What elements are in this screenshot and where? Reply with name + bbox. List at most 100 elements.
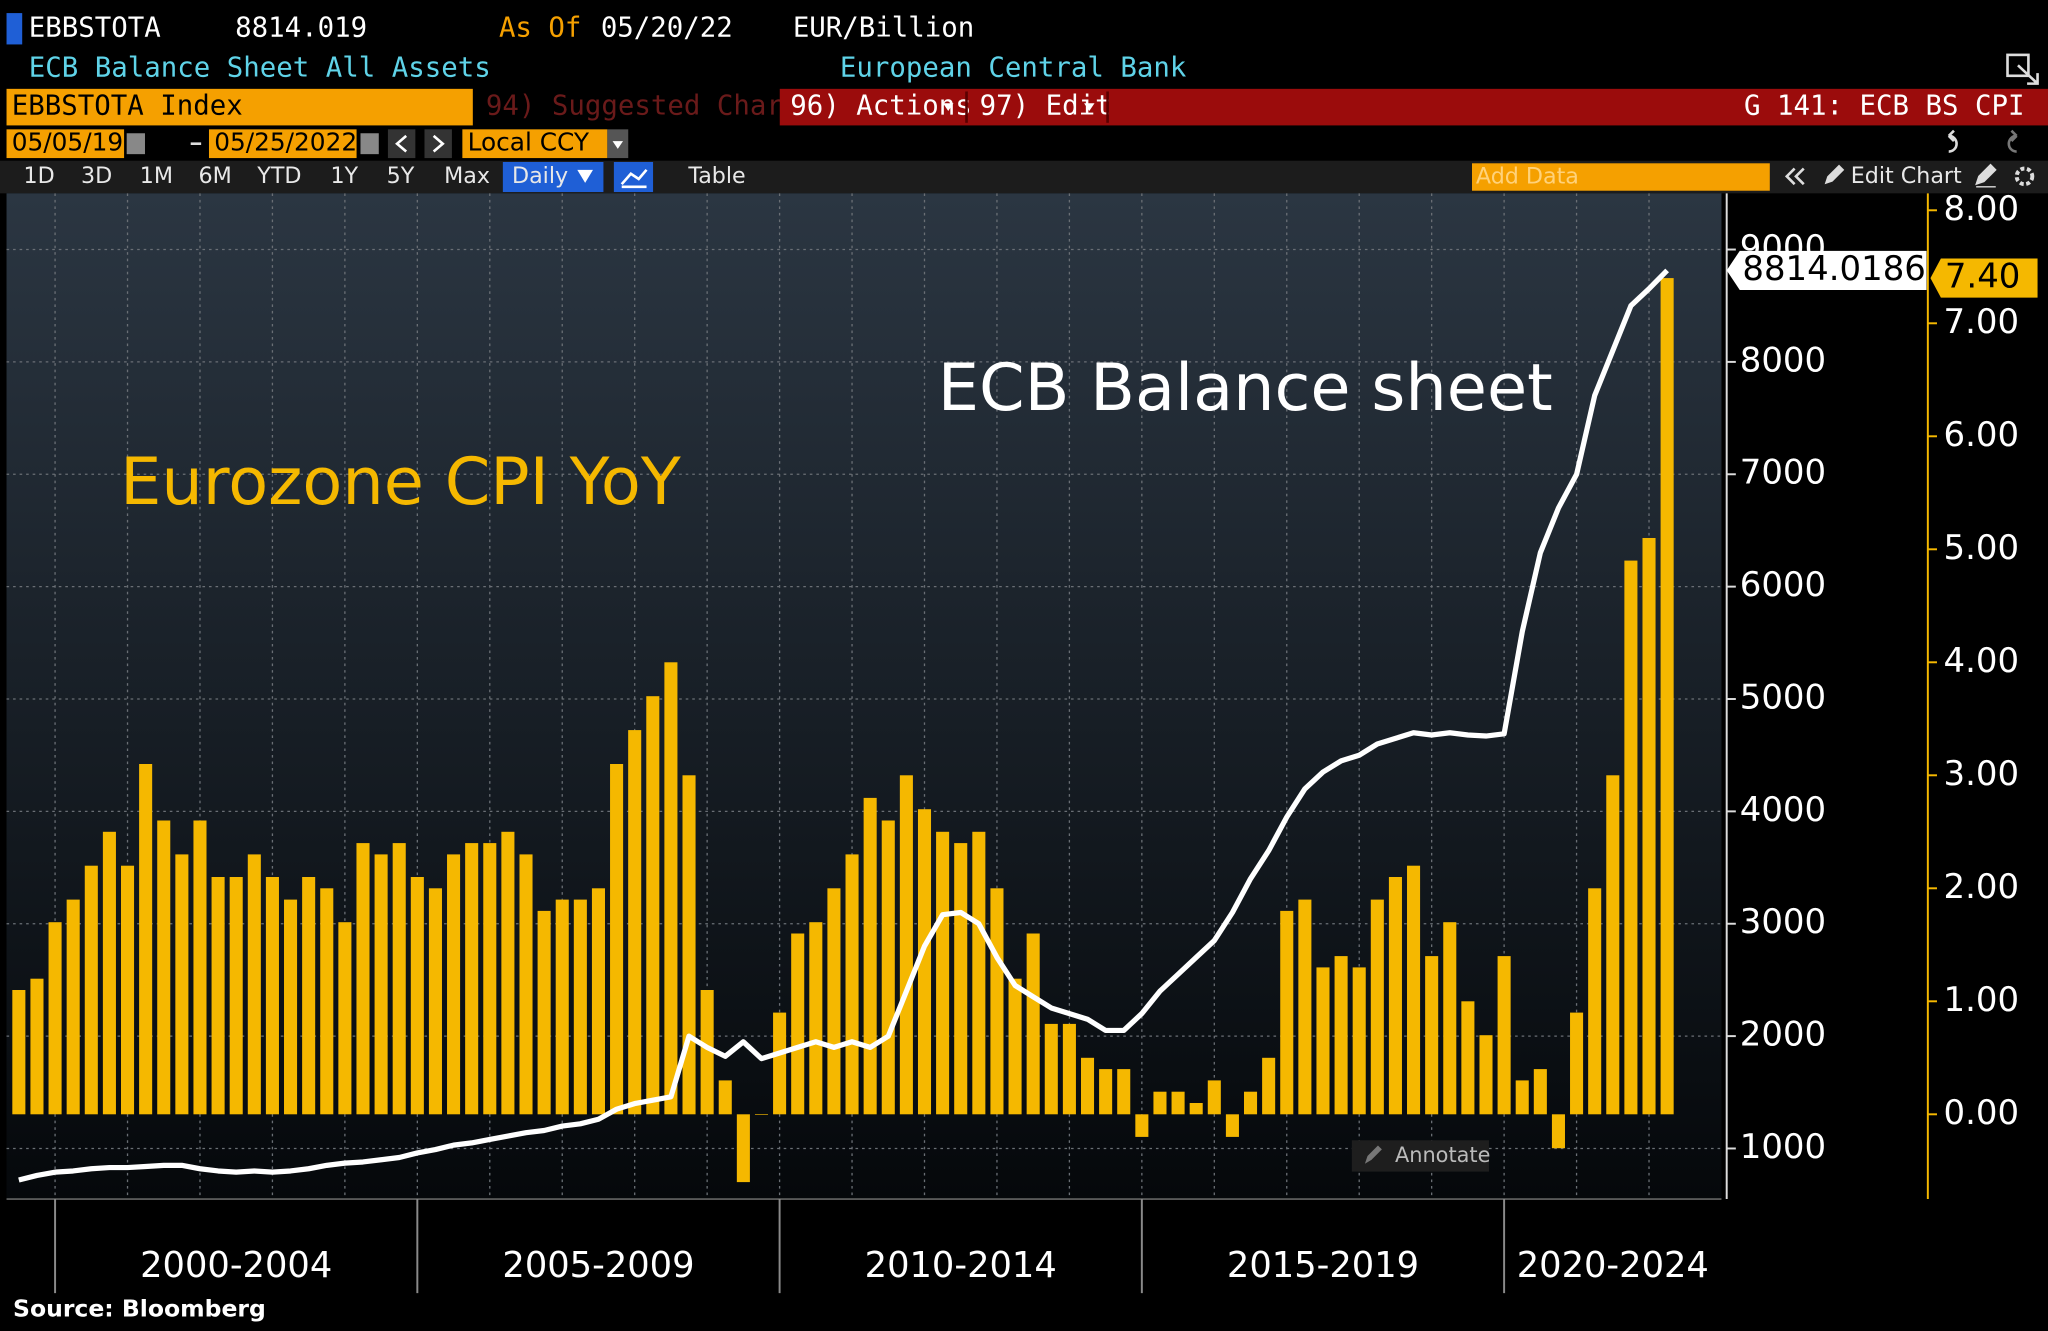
bar — [573, 899, 587, 1115]
last-value-flag — [1930, 258, 2038, 298]
bar — [1533, 1069, 1547, 1115]
dropdown-arrow — [943, 103, 954, 112]
bar — [754, 1114, 769, 1115]
next-button[interactable] — [424, 129, 452, 159]
bar — [1479, 1035, 1493, 1115]
units: EUR/Billion — [793, 12, 975, 43]
bar — [555, 899, 569, 1115]
y-tick-label: 8000 — [1740, 340, 1826, 380]
bar — [1642, 537, 1656, 1115]
bar — [229, 876, 243, 1115]
period-button[interactable]: 1Y — [330, 163, 358, 189]
next-arrow — [432, 134, 445, 153]
bar — [1026, 933, 1040, 1115]
bar — [247, 854, 261, 1115]
x-tick-label: 2020-2024 — [1517, 1245, 1709, 1286]
y-tick-label: 5000 — [1740, 678, 1826, 718]
last-price: 8814.019 — [235, 12, 367, 43]
edit-chart[interactable]: Edit Chart — [1851, 163, 1962, 189]
period-button[interactable]: 3D — [81, 163, 112, 189]
bar — [1515, 1080, 1529, 1115]
bar — [1551, 1114, 1565, 1149]
bar — [48, 922, 62, 1115]
bar — [990, 888, 1004, 1115]
bar — [1044, 1023, 1058, 1115]
y-tick-label: 2000 — [1740, 1015, 1826, 1055]
undo-icon[interactable] — [1947, 129, 1958, 153]
as-of-label: As Of — [499, 12, 582, 43]
bar — [410, 876, 424, 1115]
redo-icon[interactable] — [2007, 129, 2018, 153]
add-data-input[interactable] — [1472, 163, 1770, 191]
start-date-box[interactable] — [6, 129, 125, 159]
bar — [483, 843, 497, 1115]
period-button[interactable]: YTD — [256, 163, 301, 189]
last-value-label: 7.40 — [1945, 257, 2021, 297]
y-tick-label: 3000 — [1740, 902, 1826, 942]
bar — [302, 876, 316, 1115]
page-title: G 141: ECB BS CPI — [1744, 91, 2025, 122]
period-button[interactable]: 1M — [140, 163, 173, 189]
popout-icon[interactable] — [2006, 53, 2039, 85]
bar — [66, 899, 80, 1115]
bar — [736, 1114, 750, 1183]
x-tick-label: 2010-2014 — [865, 1245, 1057, 1286]
chart: 2000-2004 2005-2009 2010-2014 2015-2019 2020… — [6, 189, 2038, 1294]
bar — [628, 730, 642, 1115]
bar — [791, 933, 805, 1115]
line-series — [18, 268, 1669, 1183]
security: EBBSTOTA Index — [12, 91, 243, 122]
y2-tick-label: 0.00 — [1944, 1093, 2020, 1133]
menu-actions[interactable]: 96) Actions — [790, 91, 972, 122]
bar — [284, 899, 298, 1115]
bar — [1425, 956, 1439, 1115]
dropdown-arrow — [577, 169, 593, 183]
y-tick-label: 7000 — [1740, 453, 1826, 493]
security-box[interactable] — [6, 88, 473, 126]
ticker-marker — [6, 13, 23, 45]
bar — [899, 775, 913, 1115]
settings-icon[interactable] — [2014, 166, 2035, 187]
bar — [700, 989, 714, 1115]
pencil-icon — [1364, 1145, 1382, 1164]
period-buttons: 1D 3D 1M 6M YTD 1Y 5Y Max — [24, 163, 490, 189]
bar — [12, 989, 26, 1115]
collapse-icon[interactable] — [1784, 167, 1805, 186]
currency-box[interactable] — [462, 129, 608, 159]
currency: Local CCY — [468, 128, 590, 157]
bar — [1153, 1091, 1167, 1115]
edit-icon[interactable] — [1975, 163, 1997, 188]
bar — [1352, 967, 1366, 1115]
calendar-icon[interactable] — [126, 133, 145, 155]
bar — [1099, 1069, 1113, 1115]
period-button[interactable]: 6M — [199, 163, 232, 189]
x-tick-label: 2015-2019 — [1227, 1245, 1419, 1286]
end-date: 05/25/2022 — [214, 128, 357, 157]
last-value-flag — [1726, 250, 1927, 291]
bar — [1225, 1114, 1239, 1137]
series-label: ECB Balance sheet — [938, 350, 1553, 426]
calendar-icon[interactable] — [360, 133, 379, 155]
end-date-box[interactable] — [208, 129, 357, 159]
period-button[interactable]: Max — [444, 163, 490, 189]
bar — [175, 854, 189, 1115]
bar — [1262, 1057, 1276, 1115]
y2-tick-label: 5.00 — [1944, 528, 2020, 568]
bar — [1407, 865, 1421, 1115]
period-button[interactable]: 5Y — [387, 163, 415, 189]
bar — [1370, 899, 1384, 1115]
bar — [102, 831, 116, 1115]
bar — [827, 888, 841, 1115]
bar — [954, 843, 968, 1115]
table-button[interactable]: Table — [687, 163, 745, 189]
bar — [1135, 1114, 1149, 1137]
menu-suggested[interactable]: 94) Suggested Charts — [486, 91, 816, 122]
bar — [356, 843, 370, 1115]
prev-button[interactable] — [387, 129, 416, 159]
period-button[interactable]: 1D — [24, 163, 55, 189]
pencil-icon — [1824, 164, 1845, 185]
bar — [320, 888, 334, 1115]
bar — [1334, 956, 1348, 1115]
